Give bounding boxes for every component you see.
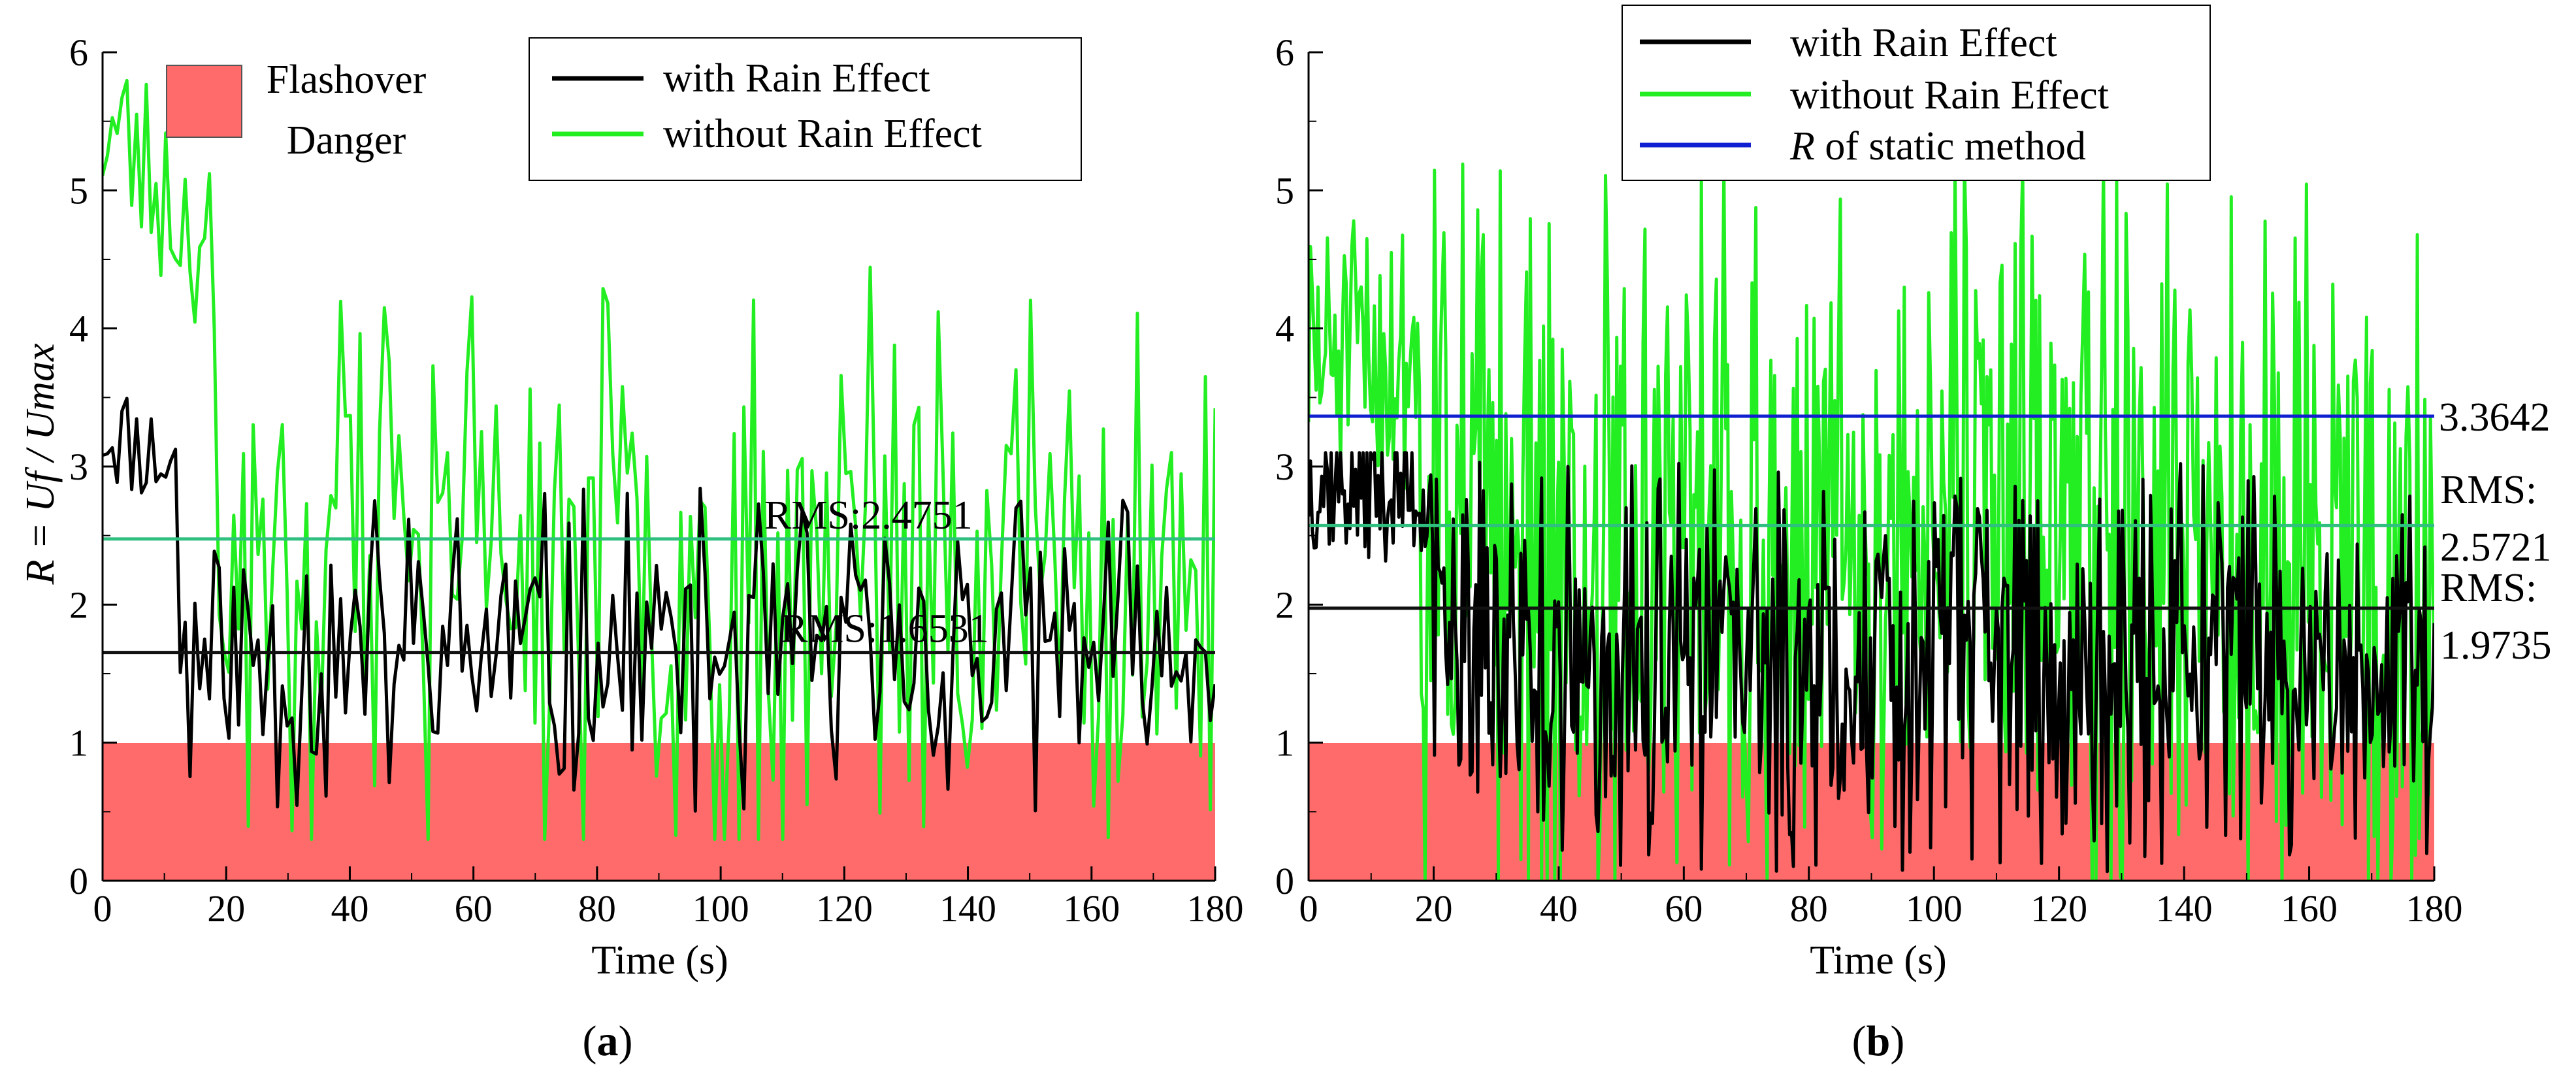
legend-label-with-rain-b: with Rain Effect [1790,21,2057,65]
x-tick-label-a: 120 [816,887,873,930]
y-tick-label-b: 3 [1275,446,1294,488]
x-tick-label-a: 80 [578,887,616,930]
y-tick-label-b: 2 [1275,583,1294,626]
y-tick-label-a: 2 [69,583,88,626]
y-axis-label-a: R = Uf / Umax [18,343,63,585]
x-tick-label-b: 80 [1790,887,1828,930]
panel-label-b: (b) [1852,1017,1905,1065]
y-tick-label-a: 4 [69,308,88,350]
danger-legend-line2: Danger [287,118,406,163]
x-tick-label-b: 100 [1906,887,1963,930]
x-axis-label-a: Time (s) [591,938,728,983]
x-tick-label-a: 20 [207,887,245,930]
rms-label-with-rain-b: 1.9735 [2440,623,2552,668]
series-line-with-rain-a [103,397,1215,813]
x-tick-label-b: 0 [1299,887,1318,930]
x-tick-label-a: 180 [1187,887,1244,930]
y-tick-label-b: 6 [1275,31,1294,74]
static-method-label-b: 3.3642 [2439,395,2551,440]
y-tick-label-b: 1 [1275,722,1294,764]
rms-label-without-rain-b: 2.5721 [2440,525,2552,570]
rms-label-without-rain-b: RMS: [2440,468,2537,512]
y-tick-label-a: 1 [69,722,88,764]
rms-label-with-rain-a: RMS:1.6531 [781,607,989,651]
series-line-without-rain-a [103,78,1215,842]
y-tick-label-a: 5 [69,169,88,212]
x-axis-label-b: Time (s) [1810,938,1947,983]
legend-label-with-rain-a: with Rain Effect [663,56,930,101]
y-tick-label-a: 3 [69,446,88,488]
series-line-with-rain-b [1309,451,2434,874]
legend-label-without-rain-a: without Rain Effect [663,112,982,156]
y-tick-label-b: 0 [1275,860,1294,902]
x-tick-label-b: 120 [2030,887,2087,930]
legend-label-without-rain-b: without Rain Effect [1790,73,2109,118]
x-tick-label-b: 20 [1414,887,1452,930]
rms-label-with-rain-b: RMS: [2440,566,2537,610]
y-tick-label-a: 0 [69,860,88,902]
y-tick-label-a: 6 [69,31,88,74]
legend-label-static-b: R of static method [1789,124,2086,169]
danger-legend-line1: Flashover [267,57,427,102]
x-tick-label-b: 140 [2156,887,2213,930]
x-tick-label-a: 0 [93,887,112,930]
x-tick-label-b: 40 [1540,887,1578,930]
x-tick-label-b: 180 [2406,887,2463,930]
y-tick-label-b: 5 [1275,169,1294,212]
x-tick-label-b: 60 [1665,887,1703,930]
panel-label-a: (a) [583,1017,633,1065]
x-tick-label-a: 40 [331,887,368,930]
rms-label-without-rain-a: RMS:2.4751 [764,493,973,538]
x-tick-label-b: 160 [2281,887,2338,930]
series-line-without-rain-b [1309,162,2434,881]
legend-box-a [529,37,1082,181]
x-tick-label-a: 60 [455,887,493,930]
x-tick-label-a: 140 [939,887,996,930]
x-tick-label-a: 100 [693,887,749,930]
y-tick-label-b: 4 [1275,308,1294,350]
x-tick-label-a: 160 [1063,887,1120,930]
danger-legend-swatch [166,65,242,138]
